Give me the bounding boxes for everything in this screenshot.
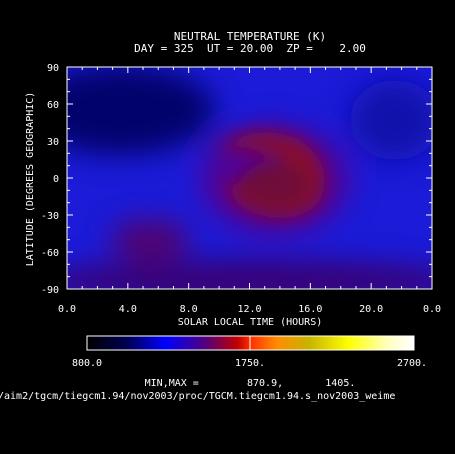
x-tick-label: 8.0 <box>180 304 198 315</box>
y-axis-label: LATITUDE (DEGREES GEOGRAPHIC) <box>25 92 36 267</box>
x-tick-label: 12.0 <box>237 304 261 315</box>
y-tick-labels: 90 60 30 0 -30 -60 -90 <box>41 63 59 296</box>
x-axis-label: SOLAR LOCAL TIME (HOURS) <box>178 317 323 328</box>
file-path: /aim2/tgcm/tiegcm1.94/nov2003/proc/TGCM.… <box>0 391 395 402</box>
y-tick-label: 90 <box>47 63 59 74</box>
heatmap-field <box>67 67 432 289</box>
chart-title: NEUTRAL TEMPERATURE (K) <box>174 30 326 43</box>
night-minimum-region <box>67 67 215 155</box>
x-tick-labels: 0.0 4.0 8.0 12.0 16.0 20.0 0.0 <box>58 304 441 315</box>
dayside-core <box>240 163 310 207</box>
axis-ticks <box>66 66 433 290</box>
south-band-region <box>67 260 432 289</box>
colorbar-mid-label: 1750. <box>235 358 265 369</box>
colorbar-max-label: 2700. <box>397 358 427 369</box>
min-max-text: MIN,MAX = 870.9, 1405. <box>145 378 356 389</box>
x-tick-label: 20.0 <box>359 304 383 315</box>
y-tick-label: 30 <box>47 137 59 148</box>
x-tick-label: 4.0 <box>119 304 137 315</box>
y-tick-label: 60 <box>47 100 59 111</box>
y-tick-label: -30 <box>41 211 59 222</box>
colorbar-min-label: 800.0 <box>72 358 102 369</box>
dayside-maximum <box>215 132 325 218</box>
x-tick-label: 16.0 <box>298 304 322 315</box>
chart-subtitle: DAY = 325 UT = 20.00 ZP = 2.00 <box>134 42 366 55</box>
y-tick-label: -60 <box>41 248 59 259</box>
x-tick-label: 0.0 <box>58 304 76 315</box>
x-tick-label: 0.0 <box>423 304 441 315</box>
dawn-high-region <box>110 220 190 260</box>
y-tick-label: -90 <box>41 285 59 296</box>
evening-low-region <box>350 80 432 160</box>
y-tick-label: 0 <box>53 174 59 185</box>
